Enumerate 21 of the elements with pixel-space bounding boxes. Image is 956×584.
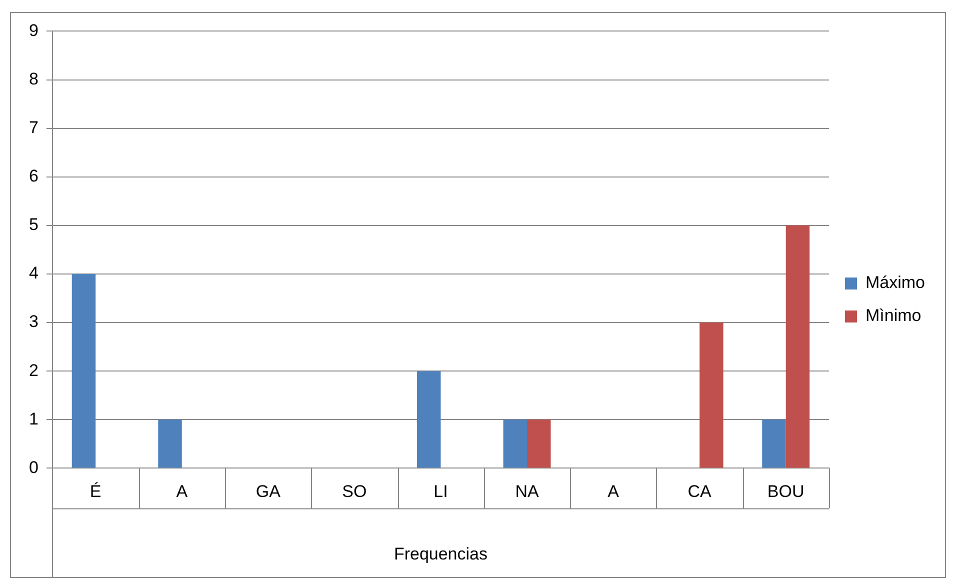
bar xyxy=(527,420,551,468)
bar xyxy=(762,420,786,468)
bar xyxy=(786,225,810,468)
legend-label: Mìnimo xyxy=(865,306,922,326)
y-tick-label: 6 xyxy=(28,166,38,186)
bar xyxy=(158,420,182,468)
y-tick-label: 8 xyxy=(28,69,38,88)
bar xyxy=(72,274,96,468)
y-tick-label: 7 xyxy=(28,118,38,137)
bar xyxy=(503,420,528,468)
y-tick-label: 2 xyxy=(28,360,38,380)
y-tick-label: 3 xyxy=(28,312,38,332)
y-tick-label: 4 xyxy=(28,264,38,283)
y-tick-label: 5 xyxy=(28,215,38,234)
bar xyxy=(416,371,441,468)
bar xyxy=(700,322,724,468)
y-tick-label: 9 xyxy=(28,20,38,40)
legend-label: Máximo xyxy=(865,273,926,292)
y-tick-label: 0 xyxy=(28,458,38,477)
y-tick-label: 1 xyxy=(28,409,38,428)
x-axis-title: Frequencias xyxy=(394,544,488,564)
